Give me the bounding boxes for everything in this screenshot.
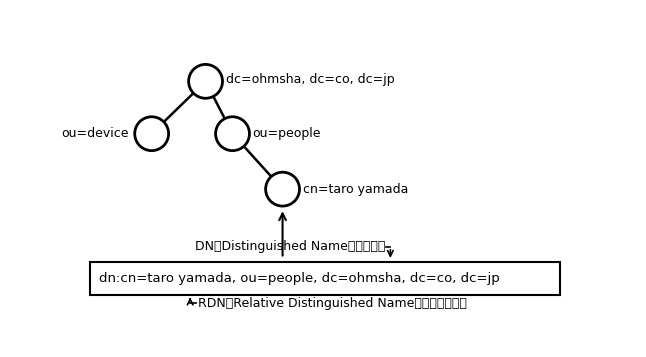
Circle shape xyxy=(216,117,249,151)
Bar xyxy=(90,262,560,295)
Text: ou=device: ou=device xyxy=(61,127,129,140)
Circle shape xyxy=(189,64,222,98)
Text: DN（Distinguished Name：标识名）: DN（Distinguished Name：标识名） xyxy=(195,240,386,253)
Text: cn=taro yamada: cn=taro yamada xyxy=(302,183,408,196)
Circle shape xyxy=(135,117,169,151)
Text: dn:cn=taro yamada, ou=people, dc=ohmsha, dc=co, dc=jp: dn:cn=taro yamada, ou=people, dc=ohmsha,… xyxy=(99,272,500,285)
Text: RDN（Relative Distinguished Name：相对标识名）: RDN（Relative Distinguished Name：相对标识名） xyxy=(198,297,467,310)
Text: ou=people: ou=people xyxy=(253,127,321,140)
Circle shape xyxy=(266,172,300,206)
Text: dc=ohmsha, dc=co, dc=jp: dc=ohmsha, dc=co, dc=jp xyxy=(225,73,394,86)
